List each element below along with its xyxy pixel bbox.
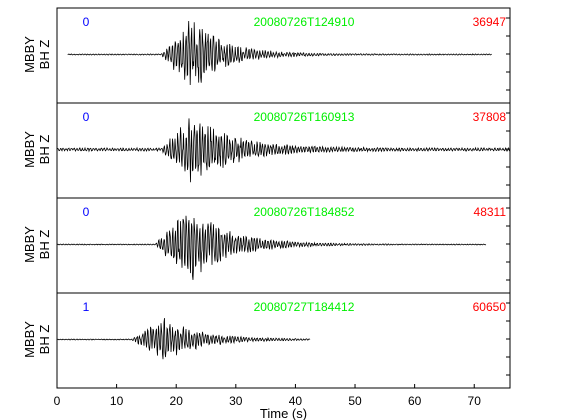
trace-amplitude-label: 37808	[473, 110, 507, 124]
x-tick-label: 10	[110, 394, 124, 408]
panel-0: MBBY BH Z 0 20080726T124910 36947	[22, 8, 510, 103]
trace-index-label: 0	[83, 15, 90, 29]
x-tick-label: 70	[468, 394, 482, 408]
trace-time-label: 20080726T124910	[254, 15, 355, 29]
waveform-trace	[57, 118, 510, 182]
station-label: MBBY	[22, 226, 37, 263]
trace-amplitude-label: 60650	[473, 300, 507, 314]
trace-index-label: 1	[83, 300, 90, 314]
station-label: MBBY	[22, 321, 37, 358]
trace-time-label: 20080726T184852	[254, 205, 355, 219]
channel-label: BH Z	[37, 230, 52, 260]
waveform-trace	[57, 216, 486, 280]
station-label: MBBY	[22, 131, 37, 168]
panel-1: MBBY BH Z 0 20080726T160913 37808	[22, 103, 510, 198]
panel-3: MBBY BH Z 1 20080727T184412 60650	[22, 293, 510, 388]
station-label: MBBY	[22, 36, 37, 73]
x-tick-label: 60	[408, 394, 422, 408]
waveform-trace	[68, 21, 492, 85]
trace-amplitude-label: 36947	[473, 15, 507, 29]
channel-label: BH Z	[37, 40, 52, 70]
trace-amplitude-label: 48311	[474, 205, 507, 219]
x-tick-label: 30	[229, 394, 243, 408]
waveform-trace	[57, 318, 310, 359]
x-tick-label: 50	[348, 394, 362, 408]
x-tick-label: 0	[54, 394, 61, 408]
trace-index-label: 0	[83, 205, 90, 219]
channel-label: BH Z	[37, 325, 52, 355]
channel-label: BH Z	[37, 135, 52, 165]
x-tick-label: 20	[170, 394, 184, 408]
panel-2: MBBY BH Z 0 20080726T184852 48311	[22, 198, 510, 293]
trace-index-label: 0	[83, 110, 90, 124]
trace-time-label: 20080726T160913	[254, 110, 355, 124]
trace-time-label: 20080727T184412	[254, 300, 355, 314]
x-axis-title: Time (s)	[260, 406, 307, 420]
